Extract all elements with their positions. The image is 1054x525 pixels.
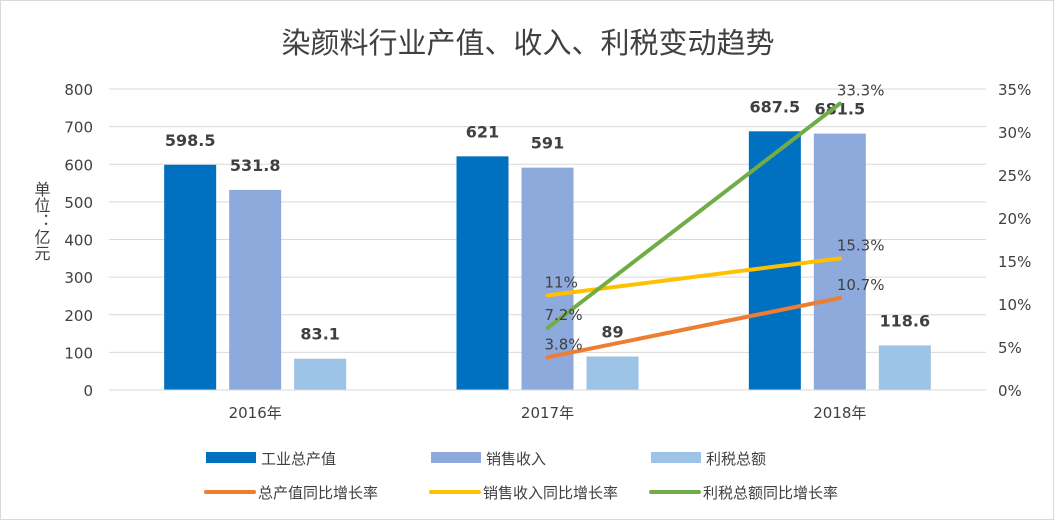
legend-swatch bbox=[206, 452, 256, 463]
y2-tick-label: 15% bbox=[998, 253, 1031, 271]
legend-label: 销售收入同比增长率 bbox=[483, 484, 618, 502]
y-tick-label: 500 bbox=[64, 194, 93, 212]
y-tick-label: 700 bbox=[64, 119, 93, 137]
y2-tick-label: 10% bbox=[998, 296, 1031, 314]
line-data-label: 15.3% bbox=[837, 236, 885, 254]
x-tick-label: 2016年 bbox=[229, 404, 282, 422]
y-tick-label: 0 bbox=[83, 382, 93, 400]
bar-工业总产值 bbox=[456, 156, 509, 390]
y-tick-label: 100 bbox=[64, 344, 93, 362]
bar-销售收入 bbox=[229, 189, 282, 390]
bar-利税总额 bbox=[878, 345, 931, 390]
bar-工业总产值 bbox=[164, 164, 217, 390]
y-axis-label: 单位：亿元 bbox=[32, 181, 51, 261]
legend-label: 工业总产值 bbox=[261, 450, 336, 468]
y-tick-label: 400 bbox=[64, 232, 93, 250]
bar-data-label: 687.5 bbox=[750, 97, 801, 116]
line-data-label: 3.8% bbox=[545, 335, 583, 353]
legend-swatch bbox=[431, 452, 481, 463]
y-tick-label: 600 bbox=[64, 156, 93, 174]
y2-tick-label: 0% bbox=[998, 382, 1022, 400]
line-总产值同比增长率 bbox=[545, 295, 842, 360]
bar-利税总额 bbox=[294, 358, 347, 390]
bar-利税总额 bbox=[586, 356, 639, 390]
line-data-label: 10.7% bbox=[837, 276, 885, 294]
bar-工业总产值 bbox=[748, 131, 801, 390]
legend-label: 利税总额同比增长率 bbox=[703, 484, 838, 502]
line-data-label: 33.3% bbox=[837, 82, 885, 100]
bar-data-label: 531.8 bbox=[230, 156, 281, 175]
y2-tick-label: 30% bbox=[998, 124, 1031, 142]
legend-label: 利税总额 bbox=[706, 450, 766, 468]
y-tick-label: 800 bbox=[64, 81, 93, 99]
bar-data-label: 591 bbox=[531, 134, 564, 153]
line-data-label: 11% bbox=[545, 273, 578, 291]
y2-tick-label: 20% bbox=[998, 210, 1031, 228]
chart-title: 染颜料行业产值、收入、利税变动趋势 bbox=[281, 26, 774, 60]
legend-label: 销售收入 bbox=[486, 450, 546, 468]
x-tick-label: 2018年 bbox=[813, 404, 866, 422]
bar-data-label: 598.5 bbox=[165, 131, 216, 150]
y2-tick-label: 5% bbox=[998, 339, 1022, 357]
y-tick-label: 200 bbox=[64, 307, 93, 325]
legend-swatch bbox=[651, 452, 701, 463]
line-data-label: 7.2% bbox=[545, 306, 583, 324]
line-利税总额同比增长率 bbox=[545, 101, 842, 331]
y-tick-label: 300 bbox=[64, 269, 93, 287]
bar-data-label: 89 bbox=[601, 323, 623, 342]
bar-data-label: 83.1 bbox=[300, 325, 339, 344]
y2-tick-label: 35% bbox=[998, 81, 1031, 99]
bar-data-label: 621 bbox=[466, 122, 499, 141]
y2-tick-label: 25% bbox=[998, 167, 1031, 185]
bar-data-label: 118.6 bbox=[880, 311, 931, 330]
legend-label: 总产值同比增长率 bbox=[258, 484, 378, 502]
x-tick-label: 2017年 bbox=[521, 404, 574, 422]
